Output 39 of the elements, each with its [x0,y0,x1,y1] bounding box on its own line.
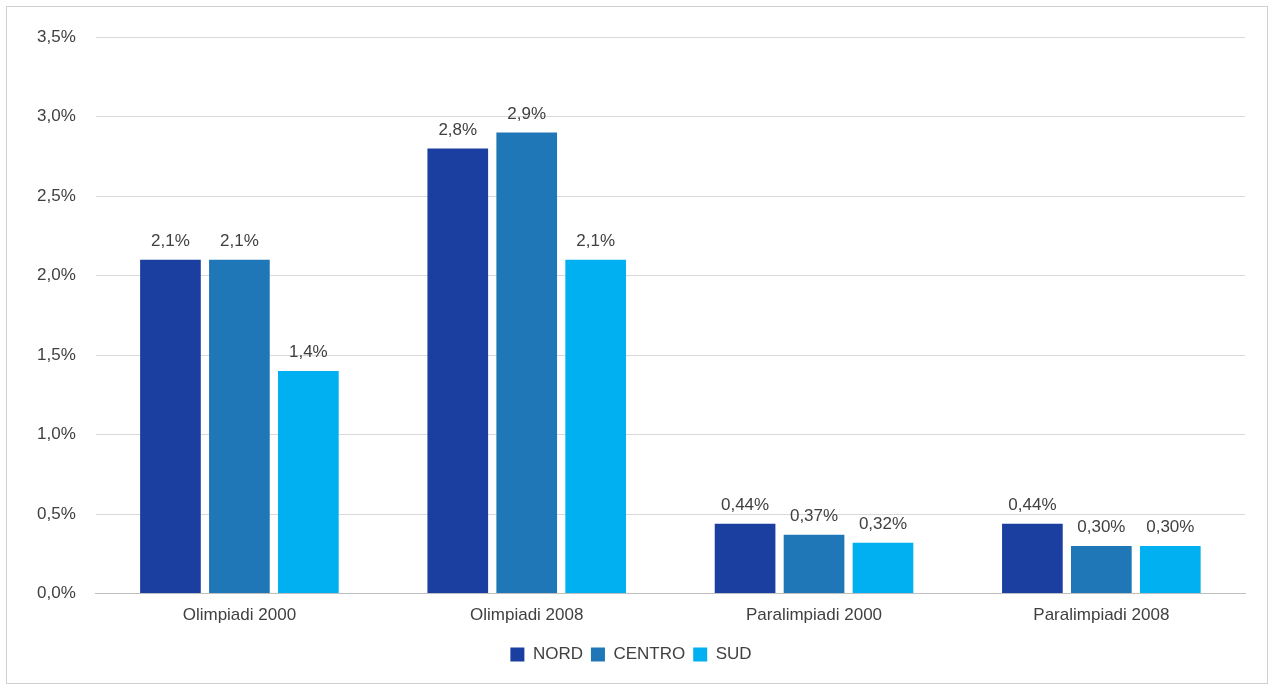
data-label: 0,30% [1146,517,1195,537]
legend-label: SUD [715,644,752,664]
bar [1002,523,1063,594]
x-tick-label: Paralimpiadi 2000 [745,605,883,625]
bar [1139,545,1201,594]
data-label: 2,1% [151,230,190,250]
bar [427,148,489,594]
y-tick-label: 3,5% [37,26,76,46]
bar [209,259,270,594]
y-tick-label: 2,0% [37,265,76,285]
bar [140,259,201,594]
y-tick-label: 2,5% [37,185,76,205]
bar [714,523,776,594]
bar [852,542,914,594]
y-tick-label: 1,0% [37,424,76,444]
y-tick-label: 0,0% [37,583,76,603]
x-tick-label: Paralimpiadi 2008 [1033,605,1170,625]
x-tick-label: Olimpiadi 2008 [470,605,584,625]
bar [278,371,339,594]
legend-label: CENTRO [613,644,686,664]
bar [1071,545,1132,594]
data-label: 2,1% [220,230,259,250]
y-tick-label: 1,5% [37,344,76,364]
y-tick-label: 3,0% [37,106,76,126]
data-label: 1,4% [288,342,328,362]
data-label: 0,32% [858,513,908,533]
bar [783,534,845,594]
x-tick-label: Olimpiadi 2000 [182,605,297,625]
data-label: 0,44% [720,494,770,514]
data-label: 2,9% [507,103,547,123]
data-label: 2,8% [438,119,478,139]
data-label: 0,30% [1077,517,1126,537]
legend-label: NORD [532,644,583,664]
data-label: 2,1% [576,230,616,250]
data-label: 0,44% [1008,494,1057,514]
bar [496,132,558,594]
bar [565,259,627,594]
y-tick-label: 0,5% [37,503,76,523]
data-label: 0,37% [789,505,839,525]
